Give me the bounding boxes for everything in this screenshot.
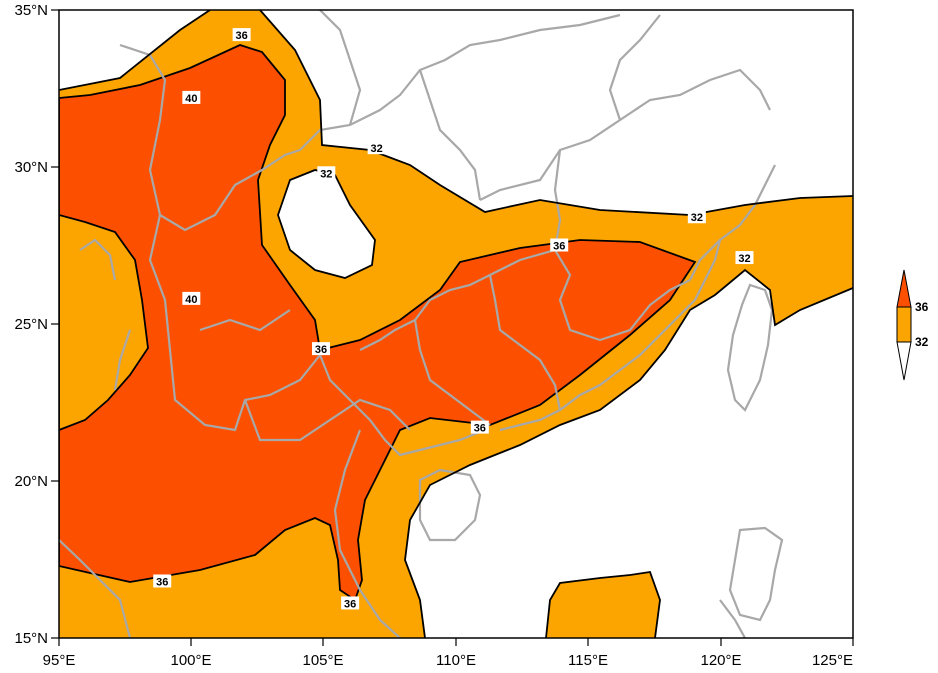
band-32-36-south-sea	[546, 572, 660, 638]
contour-label: 32	[691, 212, 703, 224]
contour-label-bg	[317, 166, 336, 180]
contour-label-bg	[367, 141, 386, 155]
lon-axis: 95°E 100°E 105°E 110°E 115°E 120°E 125°E	[43, 652, 853, 669]
contour-label-bg	[341, 596, 360, 610]
lat-tick-label: 15°N	[14, 630, 48, 647]
contour-label-bg	[735, 251, 754, 265]
lat-tick-label: 25°N	[14, 316, 48, 333]
borders	[59, 10, 784, 638]
contour-label: 36	[553, 241, 565, 253]
legend-label-32: 32	[915, 335, 929, 349]
contour-label: 40	[185, 93, 197, 105]
contour-label: 32	[738, 253, 750, 265]
contour-lines-32	[59, 10, 853, 638]
contour-label: 32	[370, 143, 382, 155]
lon-tick-label: 115°E	[568, 652, 608, 669]
contour-label: 36	[156, 576, 168, 588]
contour-label: 36	[235, 30, 247, 42]
contour-label: 36	[315, 344, 327, 356]
lon-tick-label: 120°E	[700, 652, 741, 669]
contour-labels: 40 40 36 36 36 36 36 36 32 32 32 32	[153, 28, 754, 610]
contour-label: 36	[344, 598, 356, 610]
contour-label-bg	[182, 90, 201, 104]
legend: 36 32	[896, 269, 929, 381]
contour-label-bg	[312, 342, 331, 356]
plot-area	[59, 10, 853, 638]
lat-axis: 35°N 30°N 25°N 20°N 15°N	[14, 2, 48, 647]
band-32-36-west	[59, 214, 149, 431]
contour-label-bg	[232, 28, 251, 42]
legend-label-36: 36	[915, 300, 929, 314]
contour-label-bg	[182, 291, 201, 305]
contour-label-bg	[153, 574, 172, 588]
lon-tick-label: 105°E	[302, 652, 343, 669]
legend-swatch-above-36	[896, 269, 912, 308]
axis-ticks	[51, 9, 854, 646]
contour-label: 36	[474, 423, 486, 435]
lat-tick-label: 35°N	[14, 2, 48, 19]
legend-swatch-32-36	[896, 306, 912, 343]
contour-label-bg	[550, 238, 569, 252]
lat-tick-label: 30°N	[14, 159, 48, 176]
lat-tick-label: 20°N	[14, 473, 48, 490]
legend-swatch-below-32	[896, 341, 912, 381]
contour-label: 40	[185, 294, 197, 306]
contour-label: 32	[320, 168, 332, 180]
band-above-36	[59, 44, 697, 602]
contour-label-bg	[687, 210, 706, 224]
lon-tick-label: 110°E	[436, 652, 476, 669]
lon-tick-label: 95°E	[43, 652, 76, 669]
contour-label-bg	[470, 420, 489, 434]
lon-tick-label: 100°E	[170, 652, 211, 669]
lon-tick-label: 125°E	[812, 652, 853, 669]
